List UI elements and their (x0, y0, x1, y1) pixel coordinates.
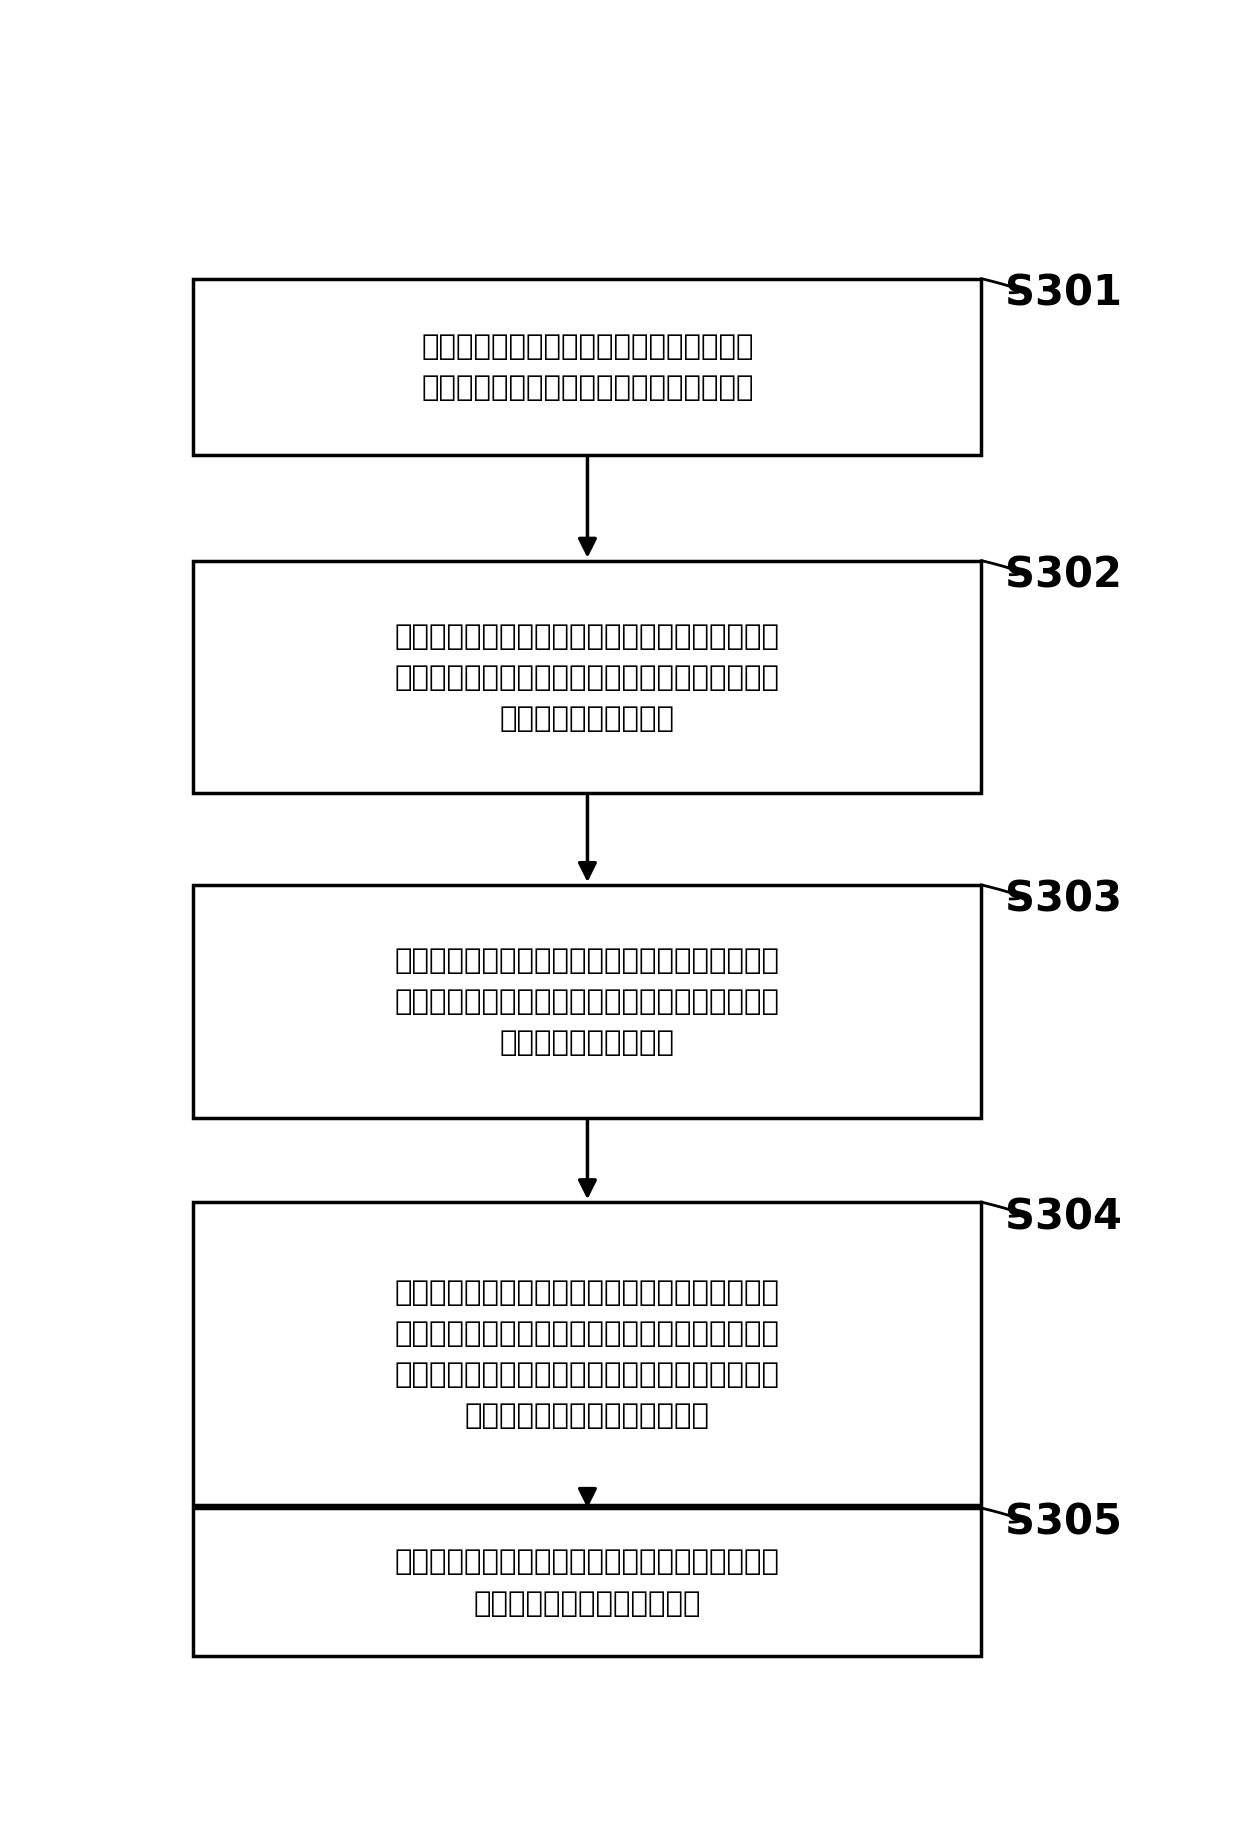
Bar (193, 562, 982, 794)
Bar (193, 886, 982, 1118)
Bar (193, 280, 982, 456)
Text: S302: S302 (1006, 554, 1122, 597)
Text: 励磁设备接收变频器发送的低电平请求指令后，进
入模拟量通道控制模式，并接收变频器通过模拟量
通道发送的模拟量信号: 励磁设备接收变频器发送的低电平请求指令后，进 入模拟量通道控制模式，并接收变频器… (396, 946, 780, 1056)
Text: S303: S303 (1006, 878, 1122, 920)
Bar (193, 1202, 982, 1506)
Bar (193, 1508, 982, 1656)
Text: 励磁设备接收变频器通过数字量通道下发高电平信
号请求指令后，返回第二确认信息给变频器，开始
进入独立励磁控制模式: 励磁设备接收变频器通过数字量通道下发高电平信 号请求指令后，返回第二确认信息给变… (396, 622, 780, 732)
Text: 励磁设备接收监控系统下发的第二同步电机
选择指令，并返回第二确认信息给监控系统: 励磁设备接收监控系统下发的第二同步电机 选择指令，并返回第二确认信息给监控系统 (422, 333, 754, 403)
Text: S305: S305 (1006, 1501, 1122, 1543)
Text: 励磁设备在同期并网设备接收到变频器发送的同期
并网指令后，进入数字量通道控制模式，并在接收
同期并网设备发送励磁调节信号后，其根据励磁调
节信号调节同步电机的励: 励磁设备在同期并网设备接收到变频器发送的同期 并网指令后，进入数字量通道控制模式… (396, 1277, 780, 1429)
Text: S304: S304 (1006, 1195, 1122, 1237)
Text: S301: S301 (1006, 273, 1122, 315)
Text: 励磁设备收到同期并网设备发送的同步电机并网成
功信号后，进入恒压控制模式: 励磁设备收到同期并网设备发送的同步电机并网成 功信号后，进入恒压控制模式 (396, 1548, 780, 1616)
